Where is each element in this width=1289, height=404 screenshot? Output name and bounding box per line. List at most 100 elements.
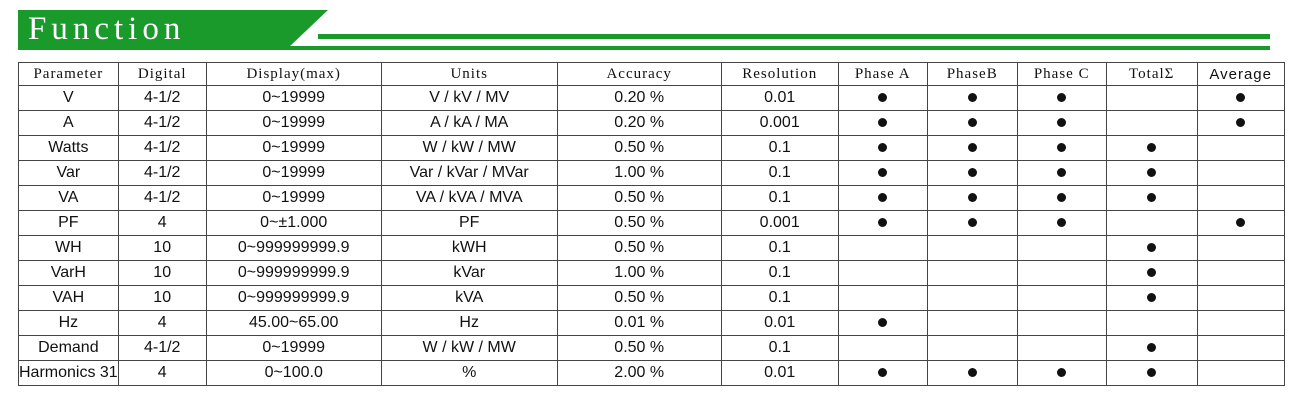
- cell-resolution: 0.001: [720, 210, 839, 236]
- cell-phase-c: [1016, 335, 1107, 361]
- cell-total: [1105, 285, 1198, 311]
- table-header-row: Parameter Digital Display(max) Units Acc…: [18, 62, 1285, 86]
- cell-resolution: 0.1: [720, 135, 839, 161]
- cell-total: [1105, 310, 1198, 336]
- supported-dot-icon: [1057, 218, 1067, 228]
- cell-phase-b: [926, 260, 1018, 286]
- cell-digital: 4-1/2: [117, 135, 207, 161]
- cell-parameter: Hz: [18, 310, 119, 336]
- supported-dot-icon: [1147, 193, 1157, 203]
- column-header: Units: [380, 62, 558, 86]
- cell-display: 0~999999999.9: [205, 285, 382, 311]
- cell-digital: 4: [117, 210, 207, 236]
- table-row: Watts 4-1/2 0~19999 W / kW / MW 0.50 % 0.1: [18, 135, 1285, 161]
- cell-phase-b: [926, 285, 1018, 311]
- banner-tab: [18, 10, 288, 48]
- cell-phase-b: [926, 160, 1018, 186]
- supported-dot-icon: [1057, 168, 1067, 178]
- cell-average: [1196, 185, 1285, 211]
- column-header: TotalΣ: [1105, 62, 1198, 86]
- cell-phase-a: [837, 360, 928, 386]
- supported-dot-icon: [967, 93, 977, 103]
- cell-parameter: Harmonics 31: [18, 360, 119, 386]
- supported-dot-icon: [878, 218, 888, 228]
- cell-parameter: PF: [18, 210, 119, 236]
- cell-units: kVA: [380, 285, 558, 311]
- banner-slope: [288, 10, 328, 48]
- cell-phase-a: [837, 335, 928, 361]
- page-title: Function: [28, 11, 186, 47]
- cell-units: V / kV / MV: [380, 85, 558, 111]
- cell-units: PF: [380, 210, 558, 236]
- cell-accuracy: 0.50 %: [556, 335, 722, 361]
- supported-dot-icon: [1147, 268, 1157, 278]
- supported-dot-icon: [878, 193, 888, 203]
- table-row: WH 10 0~999999999.9 kWH 0.50 % 0.1: [18, 235, 1285, 261]
- cell-display: 0~19999: [205, 160, 382, 186]
- supported-dot-icon: [878, 318, 888, 328]
- cell-parameter: WH: [18, 235, 119, 261]
- table-row: Demand 4-1/2 0~19999 W / kW / MW 0.50 % 0.1: [18, 335, 1285, 361]
- cell-display: 0~±1.000: [205, 210, 382, 236]
- cell-phase-c: [1016, 185, 1107, 211]
- cell-average: [1196, 85, 1285, 111]
- table-row: VarH 10 0~999999999.9 kVar 1.00 % 0.1: [18, 260, 1285, 286]
- supported-dot-icon: [878, 168, 888, 178]
- cell-resolution: 0.01: [720, 360, 839, 386]
- cell-total: [1105, 260, 1198, 286]
- cell-digital: 10: [117, 235, 207, 261]
- supported-dot-icon: [967, 218, 977, 228]
- supported-dot-icon: [1147, 243, 1157, 253]
- column-header: Display(max): [205, 62, 382, 86]
- cell-average: [1196, 285, 1285, 311]
- cell-parameter: VarH: [18, 260, 119, 286]
- supported-dot-icon: [1147, 143, 1157, 153]
- supported-dot-icon: [967, 143, 977, 153]
- cell-display: 0~19999: [205, 335, 382, 361]
- table-row: PF 4 0~±1.000 PF 0.50 % 0.001: [18, 210, 1285, 236]
- cell-digital: 4-1/2: [117, 110, 207, 136]
- supported-dot-icon: [1147, 343, 1157, 353]
- cell-parameter: V: [18, 85, 119, 111]
- cell-average: [1196, 360, 1285, 386]
- supported-dot-icon: [1057, 143, 1067, 153]
- banner-rule-lower: [18, 46, 1270, 50]
- table-row: A 4-1/2 0~19999 A / kA / MA 0.20 % 0.001: [18, 110, 1285, 136]
- cell-phase-a: [837, 310, 928, 336]
- cell-digital: 4: [117, 310, 207, 336]
- column-header: Phase A: [837, 62, 928, 86]
- cell-accuracy: 0.20 %: [556, 110, 722, 136]
- cell-resolution: 0.1: [720, 185, 839, 211]
- supported-dot-icon: [878, 118, 888, 128]
- cell-digital: 4: [117, 360, 207, 386]
- column-header: Accuracy: [556, 62, 722, 86]
- cell-average: [1196, 235, 1285, 261]
- cell-resolution: 0.01: [720, 85, 839, 111]
- supported-dot-icon: [1057, 118, 1067, 128]
- cell-total: [1105, 135, 1198, 161]
- supported-dot-icon: [967, 368, 977, 378]
- cell-parameter: VAH: [18, 285, 119, 311]
- cell-total: [1105, 185, 1198, 211]
- supported-dot-icon: [967, 118, 977, 128]
- cell-average: [1196, 110, 1285, 136]
- cell-accuracy: 0.50 %: [556, 210, 722, 236]
- cell-resolution: 0.1: [720, 260, 839, 286]
- supported-dot-icon: [878, 143, 888, 153]
- cell-units: VA / kVA / MVA: [380, 185, 558, 211]
- cell-phase-c: [1016, 135, 1107, 161]
- supported-dot-icon: [1147, 293, 1157, 303]
- cell-total: [1105, 235, 1198, 261]
- cell-total: [1105, 210, 1198, 236]
- supported-dot-icon: [1236, 218, 1246, 228]
- cell-display: 0~999999999.9: [205, 235, 382, 261]
- cell-parameter: VA: [18, 185, 119, 211]
- header-banner: Function: [18, 10, 1270, 50]
- cell-total: [1105, 85, 1198, 111]
- cell-accuracy: 0.20 %: [556, 85, 722, 111]
- cell-accuracy: 0.50 %: [556, 185, 722, 211]
- supported-dot-icon: [1057, 93, 1067, 103]
- cell-resolution: 0.1: [720, 335, 839, 361]
- cell-accuracy: 1.00 %: [556, 260, 722, 286]
- cell-resolution: 0.1: [720, 235, 839, 261]
